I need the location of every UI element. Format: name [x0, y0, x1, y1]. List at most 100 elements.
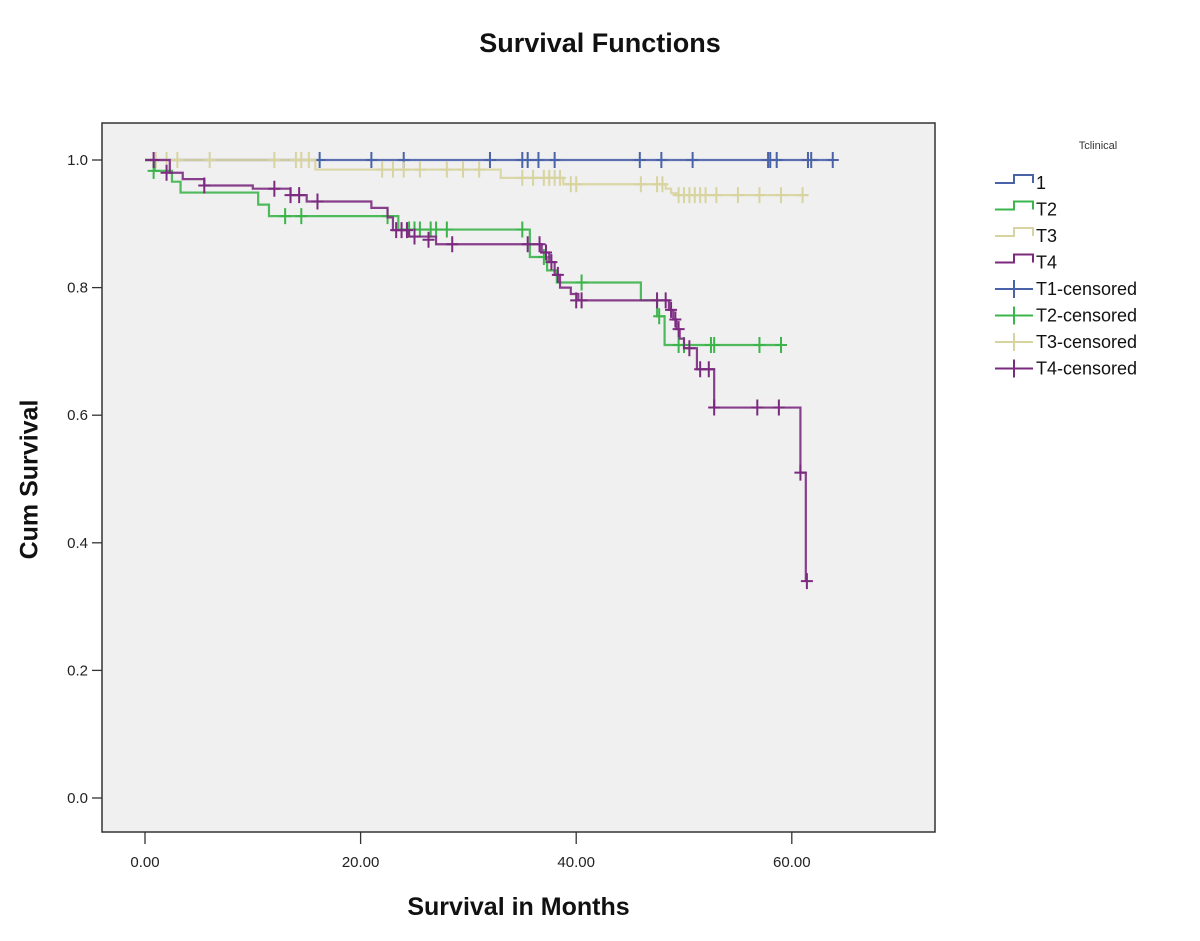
- censor-mark: [408, 228, 421, 245]
- censor-mark: [634, 176, 647, 193]
- legend-item: T4-censored: [995, 359, 1137, 379]
- censor-mark: [659, 292, 672, 309]
- legend-label: T4-censored: [1036, 359, 1137, 379]
- censor-mark: [400, 222, 413, 239]
- censor-mark: [430, 221, 443, 238]
- censor-mark: [772, 399, 785, 416]
- censor-mark: [796, 187, 809, 204]
- legend-step-icon: [995, 174, 1034, 184]
- legend-label: T2-censored: [1036, 306, 1137, 326]
- legend-title: Tclinical: [1079, 140, 1118, 152]
- censor-mark: [440, 161, 453, 178]
- x-tick-label: 0.00: [130, 854, 159, 871]
- legend-label: 1: [1036, 173, 1046, 193]
- y-tick-label: 0.0: [67, 790, 88, 807]
- censor-mark: [770, 152, 783, 168]
- legend-step-icon: [995, 227, 1034, 237]
- censor-mark: [446, 236, 459, 253]
- censor-mark: [683, 340, 696, 357]
- legend-item: T3: [995, 226, 1057, 246]
- legend-label: T1-censored: [1036, 279, 1137, 299]
- legend-item: T2-censored: [995, 306, 1137, 326]
- censor-mark: [775, 337, 788, 354]
- censor-mark: [171, 152, 184, 168]
- x-tick-label: 60.00: [773, 854, 811, 871]
- censor-mark: [473, 161, 486, 178]
- plot-area: [101, 122, 936, 833]
- legend-label: T2: [1036, 200, 1057, 220]
- censor-mark: [708, 399, 721, 416]
- legend-censor-icon: [995, 280, 1033, 298]
- censor-mark: [551, 266, 564, 283]
- censor-mark: [655, 152, 668, 168]
- censor-mark: [516, 169, 529, 186]
- censor-mark: [413, 161, 426, 178]
- censor-mark: [160, 164, 173, 181]
- censor-mark: [545, 254, 558, 271]
- censor-mark: [521, 152, 534, 168]
- censor-mark: [516, 221, 529, 238]
- axes: 0.0 0.2 0.4 0.6 0.8 1.0 0.00 20.00 40.00 60.00: [67, 152, 810, 871]
- censor-mark: [483, 152, 496, 168]
- censor-mark: [521, 236, 534, 253]
- x-axis-label: Survival in Months: [407, 893, 630, 921]
- y-tick-label: 0.8: [67, 280, 88, 297]
- censor-mark: [554, 169, 567, 186]
- legend-censor-icon: [995, 333, 1033, 351]
- censor-mark: [198, 177, 211, 194]
- legend-item: 1: [995, 173, 1046, 193]
- chart-title: Survival Functions: [479, 28, 721, 58]
- legend-censor-icon: [995, 359, 1033, 378]
- legend-item: T3-censored: [995, 332, 1137, 352]
- censor-mark: [575, 274, 588, 291]
- censor-mark: [147, 152, 160, 168]
- censor-mark: [533, 236, 546, 253]
- censor-mark: [311, 193, 324, 210]
- censor-mark: [203, 152, 216, 168]
- censor-mark: [268, 180, 281, 197]
- censor-mark: [826, 152, 839, 168]
- censor-mark: [699, 187, 712, 204]
- censor-mark: [413, 221, 426, 238]
- censor-mark: [376, 161, 389, 178]
- censor-mark: [532, 152, 545, 168]
- censor-mark: [527, 169, 540, 186]
- censor-mark: [633, 152, 646, 168]
- censor-mark: [672, 321, 685, 338]
- censor-mark: [669, 311, 682, 328]
- censor-mark: [710, 187, 723, 204]
- censor-mark: [751, 399, 764, 416]
- censor-mark: [540, 244, 553, 261]
- censor-mark: [365, 152, 378, 168]
- censor-mark: [702, 361, 715, 378]
- legend-step-icon: [995, 200, 1034, 211]
- y-tick-label: 1.0: [67, 152, 88, 169]
- legend-label: T3: [1036, 226, 1057, 246]
- legend-censor-icon: [995, 306, 1033, 325]
- legend-item: T2: [995, 200, 1057, 220]
- censor-mark: [800, 573, 813, 590]
- censor-mark: [295, 208, 308, 225]
- censor-mark: [775, 187, 788, 204]
- censor-mark: [575, 292, 588, 309]
- y-tick-label: 0.2: [67, 662, 88, 679]
- censor-mark: [731, 187, 744, 204]
- censor-mark: [708, 337, 721, 354]
- censor-mark: [440, 221, 453, 238]
- censor-mark: [656, 176, 669, 193]
- legend-item: T1-censored: [995, 279, 1137, 299]
- censor-mark: [457, 161, 470, 178]
- legend-item: T4: [995, 253, 1057, 273]
- censor-mark: [665, 301, 678, 318]
- censor-mark: [753, 187, 766, 204]
- censor-mark: [268, 152, 281, 168]
- censor-mark: [422, 231, 435, 248]
- x-tick-label: 20.00: [342, 854, 380, 871]
- censor-mark: [302, 152, 315, 168]
- x-tick-label: 40.00: [557, 854, 595, 871]
- censor-mark: [794, 464, 807, 481]
- censor-mark: [570, 176, 583, 193]
- censor-mark: [686, 152, 699, 168]
- legend-label: T4: [1036, 253, 1057, 273]
